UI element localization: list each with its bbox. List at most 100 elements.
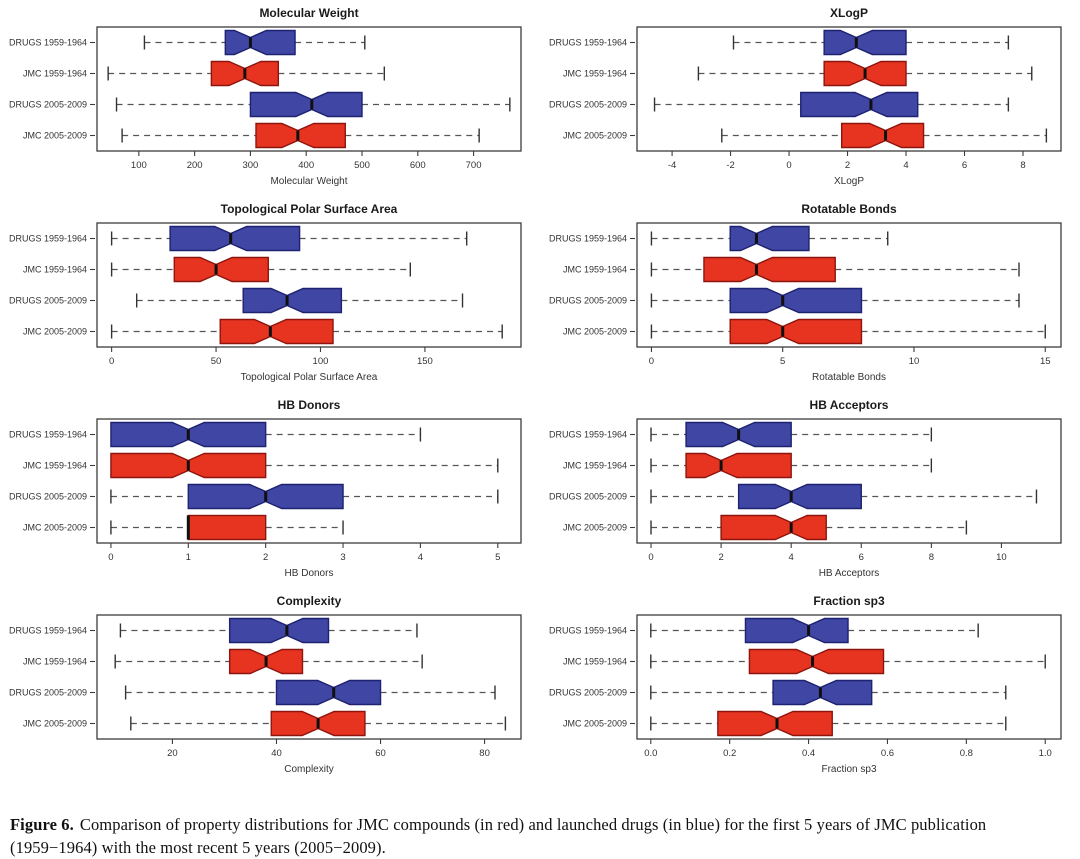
box [720,514,827,541]
category-label: DRUGS 2005-2009 [9,688,87,698]
panel-container-xlogp: XLogP -4 -2 0 2 4 6 8 XLogP DRUGS 1959-1964 JMC 19… [540,0,1080,196]
plot-frame [96,222,522,348]
x-tick-label: 6 [859,552,864,563]
panel-title: HB Acceptors [810,398,889,412]
plot-frame [636,418,1062,544]
x-tick-label: 0.4 [802,748,815,759]
x-axis-label: XLogP [834,176,864,187]
boxplot-row: JMC 1959-1964 [23,256,412,283]
category-label: JMC 1959-1964 [563,461,627,471]
category-label: DRUGS 2005-2009 [549,492,627,502]
x-tick-label: 10 [909,356,920,367]
panel-molecular-weight: Molecular Weight 100 200 300 400 500 600 700 Mol… [9,6,522,187]
panel-container-hb-donors: HB Donors 0 1 2 3 4 5 HB Donors DRUGS 1959-1964 J… [0,392,540,588]
x-tick-label: 3 [340,552,345,563]
panel-rotatable-bonds: Rotatable Bonds 0 5 10 15 Rotatable Bonds DRUG… [549,202,1062,383]
box [800,91,919,118]
boxplot-row: DRUGS 1959-1964 [549,29,1010,56]
category-label: JMC 2005-2009 [563,327,627,337]
plot-frame [96,26,522,152]
x-tick-label: 400 [298,160,314,171]
x-tick-label: 50 [211,356,222,367]
x-tick-label: 600 [410,160,426,171]
x-tick-label: 700 [466,160,482,171]
category-label: JMC 1959-1964 [23,265,87,275]
category-label: JMC 2005-2009 [23,327,87,337]
category-label: DRUGS 2005-2009 [549,296,627,306]
category-label: DRUGS 2005-2009 [9,100,87,110]
x-tick-label: 60 [375,748,386,759]
category-label: DRUGS 1959-1964 [9,38,87,48]
x-tick-label: 0.8 [960,748,973,759]
x-axis-label: HB Acceptors [819,568,880,579]
x-tick-label: 6 [962,160,967,171]
boxplot-row: JMC 1959-1964 [563,256,1020,283]
x-tick-label: -4 [668,160,676,171]
box [224,29,296,56]
x-tick-label: 40 [271,748,282,759]
panel-container-hb-acceptors: HB Acceptors 0 2 4 6 8 10 HB Acceptors DRUGS 195… [540,392,1080,588]
category-label: JMC 2005-2009 [23,523,87,533]
x-tick-label: 2 [845,160,850,171]
box [737,483,862,510]
boxplot-row: DRUGS 2005-2009 [9,287,464,314]
panel-title: XLogP [830,6,868,20]
panel-container-topological-polar-surface-area: Topological Polar Surface Area 0 50 100 150 T… [0,196,540,392]
x-tick-label: 80 [479,748,490,759]
panel-container-fraction-sp3: Fraction sp3 0.0 0.2 0.4 0.6 0.8 1.0 Fraction s… [540,588,1080,784]
box [744,617,849,644]
panel-complexity: Complexity 20 40 60 80 Complexity DRUGS 1959-1… [9,594,522,775]
x-axis-label: HB Donors [285,568,334,579]
x-tick-label: 8 [929,552,934,563]
x-axis-label: Complexity [284,764,333,775]
figure-caption-label: Figure 6. [10,814,74,834]
boxplot-row: DRUGS 2005-2009 [9,483,499,510]
category-label: DRUGS 2005-2009 [549,100,627,110]
category-label: DRUGS 1959-1964 [549,430,627,440]
box [717,710,833,737]
boxplot-row: JMC 1959-1964 [23,60,386,87]
panel-title: HB Donors [278,398,341,412]
boxplot-row: JMC 2005-2009 [563,122,1048,149]
boxplot-row: JMC 2005-2009 [563,514,968,541]
category-label: DRUGS 1959-1964 [9,234,87,244]
category-label: DRUGS 1959-1964 [9,430,87,440]
box [729,318,863,345]
boxplot-row: JMC 1959-1964 [563,60,1033,87]
panel-title: Molecular Weight [259,6,358,20]
boxplot-row: JMC 1959-1964 [23,452,499,479]
category-label: JMC 2005-2009 [563,131,627,141]
x-tick-label: 0 [108,552,113,563]
boxplot-row: DRUGS 2005-2009 [549,483,1038,510]
boxplot-row: DRUGS 1959-1964 [9,617,418,644]
box [748,648,885,675]
plot-frame [636,26,1062,152]
panel-title: Rotatable Bonds [801,202,897,216]
panel-container-rotatable-bonds: Rotatable Bonds 0 5 10 15 Rotatable Bonds DRUG… [540,196,1080,392]
category-label: DRUGS 1959-1964 [549,38,627,48]
x-tick-label: 500 [354,160,370,171]
x-tick-label: 5 [495,552,500,563]
boxplot-row: JMC 2005-2009 [23,514,344,541]
category-label: JMC 2005-2009 [23,131,87,141]
x-tick-label: 0 [649,356,654,367]
figure-caption-text: Comparison of property distributions for… [10,814,987,857]
x-axis-label: Fraction sp3 [821,764,876,775]
panel-hb-acceptors: HB Acceptors 0 2 4 6 8 10 HB Acceptors DRUGS 195… [549,398,1062,579]
x-tick-label: 2 [718,552,723,563]
category-label: JMC 2005-2009 [563,523,627,533]
x-tick-label: 100 [131,160,147,171]
category-label: JMC 2005-2009 [563,719,627,729]
x-tick-label: 0.0 [644,748,657,759]
x-tick-label: 0 [109,356,114,367]
boxplot-row: JMC 2005-2009 [563,710,1007,737]
boxplot-row: JMC 2005-2009 [23,318,503,345]
box [685,452,792,479]
boxplot-row: JMC 1959-1964 [563,648,1046,675]
boxplot-row: JMC 1959-1964 [563,452,933,479]
x-tick-label: 2 [263,552,268,563]
category-label: DRUGS 1959-1964 [9,626,87,636]
plot-frame [636,614,1062,740]
x-axis-label: Molecular Weight [270,176,347,187]
category-label: JMC 1959-1964 [563,657,627,667]
